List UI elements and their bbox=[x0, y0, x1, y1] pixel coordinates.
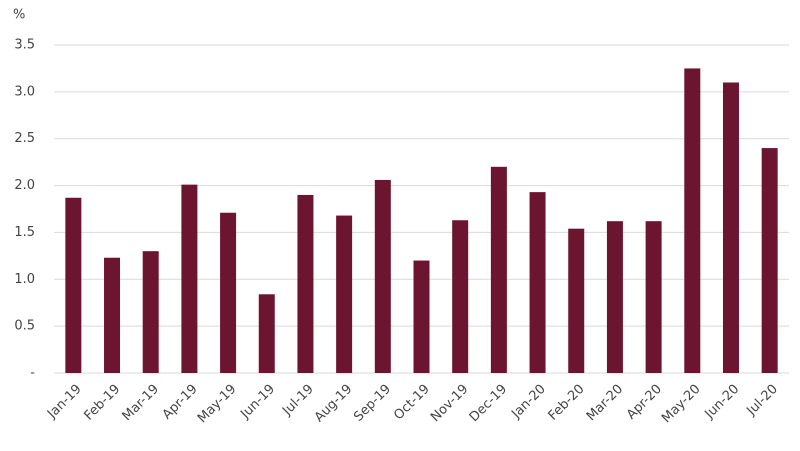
x-tick-label: Nov-19 bbox=[428, 382, 471, 425]
bar bbox=[568, 228, 585, 373]
x-tick-label: Aug-19 bbox=[312, 382, 356, 426]
y-tick-label: 3.5 bbox=[14, 38, 35, 53]
y-axis-label: % bbox=[13, 8, 25, 23]
y-tick-label: 1.0 bbox=[14, 272, 35, 287]
x-tick-label: Feb-19 bbox=[81, 382, 123, 424]
x-tick-label: Jun-19 bbox=[237, 382, 278, 423]
bar bbox=[413, 260, 430, 373]
bar bbox=[761, 148, 778, 373]
bar bbox=[452, 220, 469, 373]
x-tick-label: Oct-19 bbox=[391, 382, 433, 424]
bar bbox=[606, 221, 623, 373]
bar bbox=[104, 257, 121, 373]
x-tick-label: Jun-20 bbox=[702, 382, 743, 423]
bar bbox=[297, 194, 314, 373]
y-tick-label: 2.0 bbox=[14, 178, 35, 193]
x-tick-label: Jan-20 bbox=[508, 382, 549, 423]
bar bbox=[65, 197, 82, 373]
y-tick-label: 3.0 bbox=[14, 84, 35, 99]
bar bbox=[529, 192, 546, 373]
x-tick-label: Jul-20 bbox=[744, 382, 781, 419]
bar bbox=[490, 166, 507, 373]
y-tick-label: - bbox=[30, 366, 35, 381]
x-tick-label: Sep-19 bbox=[351, 382, 394, 425]
y-tick-label: 1.5 bbox=[14, 225, 35, 240]
x-tick-label: Jul-19 bbox=[279, 382, 316, 419]
bar bbox=[181, 184, 198, 373]
x-tick-label: Jan-19 bbox=[44, 382, 85, 423]
x-tick-label: Feb-20 bbox=[546, 382, 588, 424]
y-tick-label: 0.5 bbox=[14, 319, 35, 334]
bar bbox=[142, 251, 159, 373]
x-tick-label: May-20 bbox=[659, 382, 703, 426]
bar bbox=[336, 215, 353, 373]
y-tick-label: 2.5 bbox=[14, 131, 35, 146]
x-tick-label: Dec-19 bbox=[467, 382, 510, 425]
bar bbox=[220, 212, 237, 373]
x-tick-label: Mar-20 bbox=[584, 382, 626, 424]
bar bbox=[684, 68, 701, 373]
bar bbox=[258, 294, 275, 373]
bar bbox=[374, 179, 391, 373]
x-tick-label: Mar-19 bbox=[120, 382, 162, 424]
bar bbox=[722, 82, 739, 373]
bar bbox=[645, 221, 662, 373]
x-tick-label: May-19 bbox=[195, 382, 239, 426]
